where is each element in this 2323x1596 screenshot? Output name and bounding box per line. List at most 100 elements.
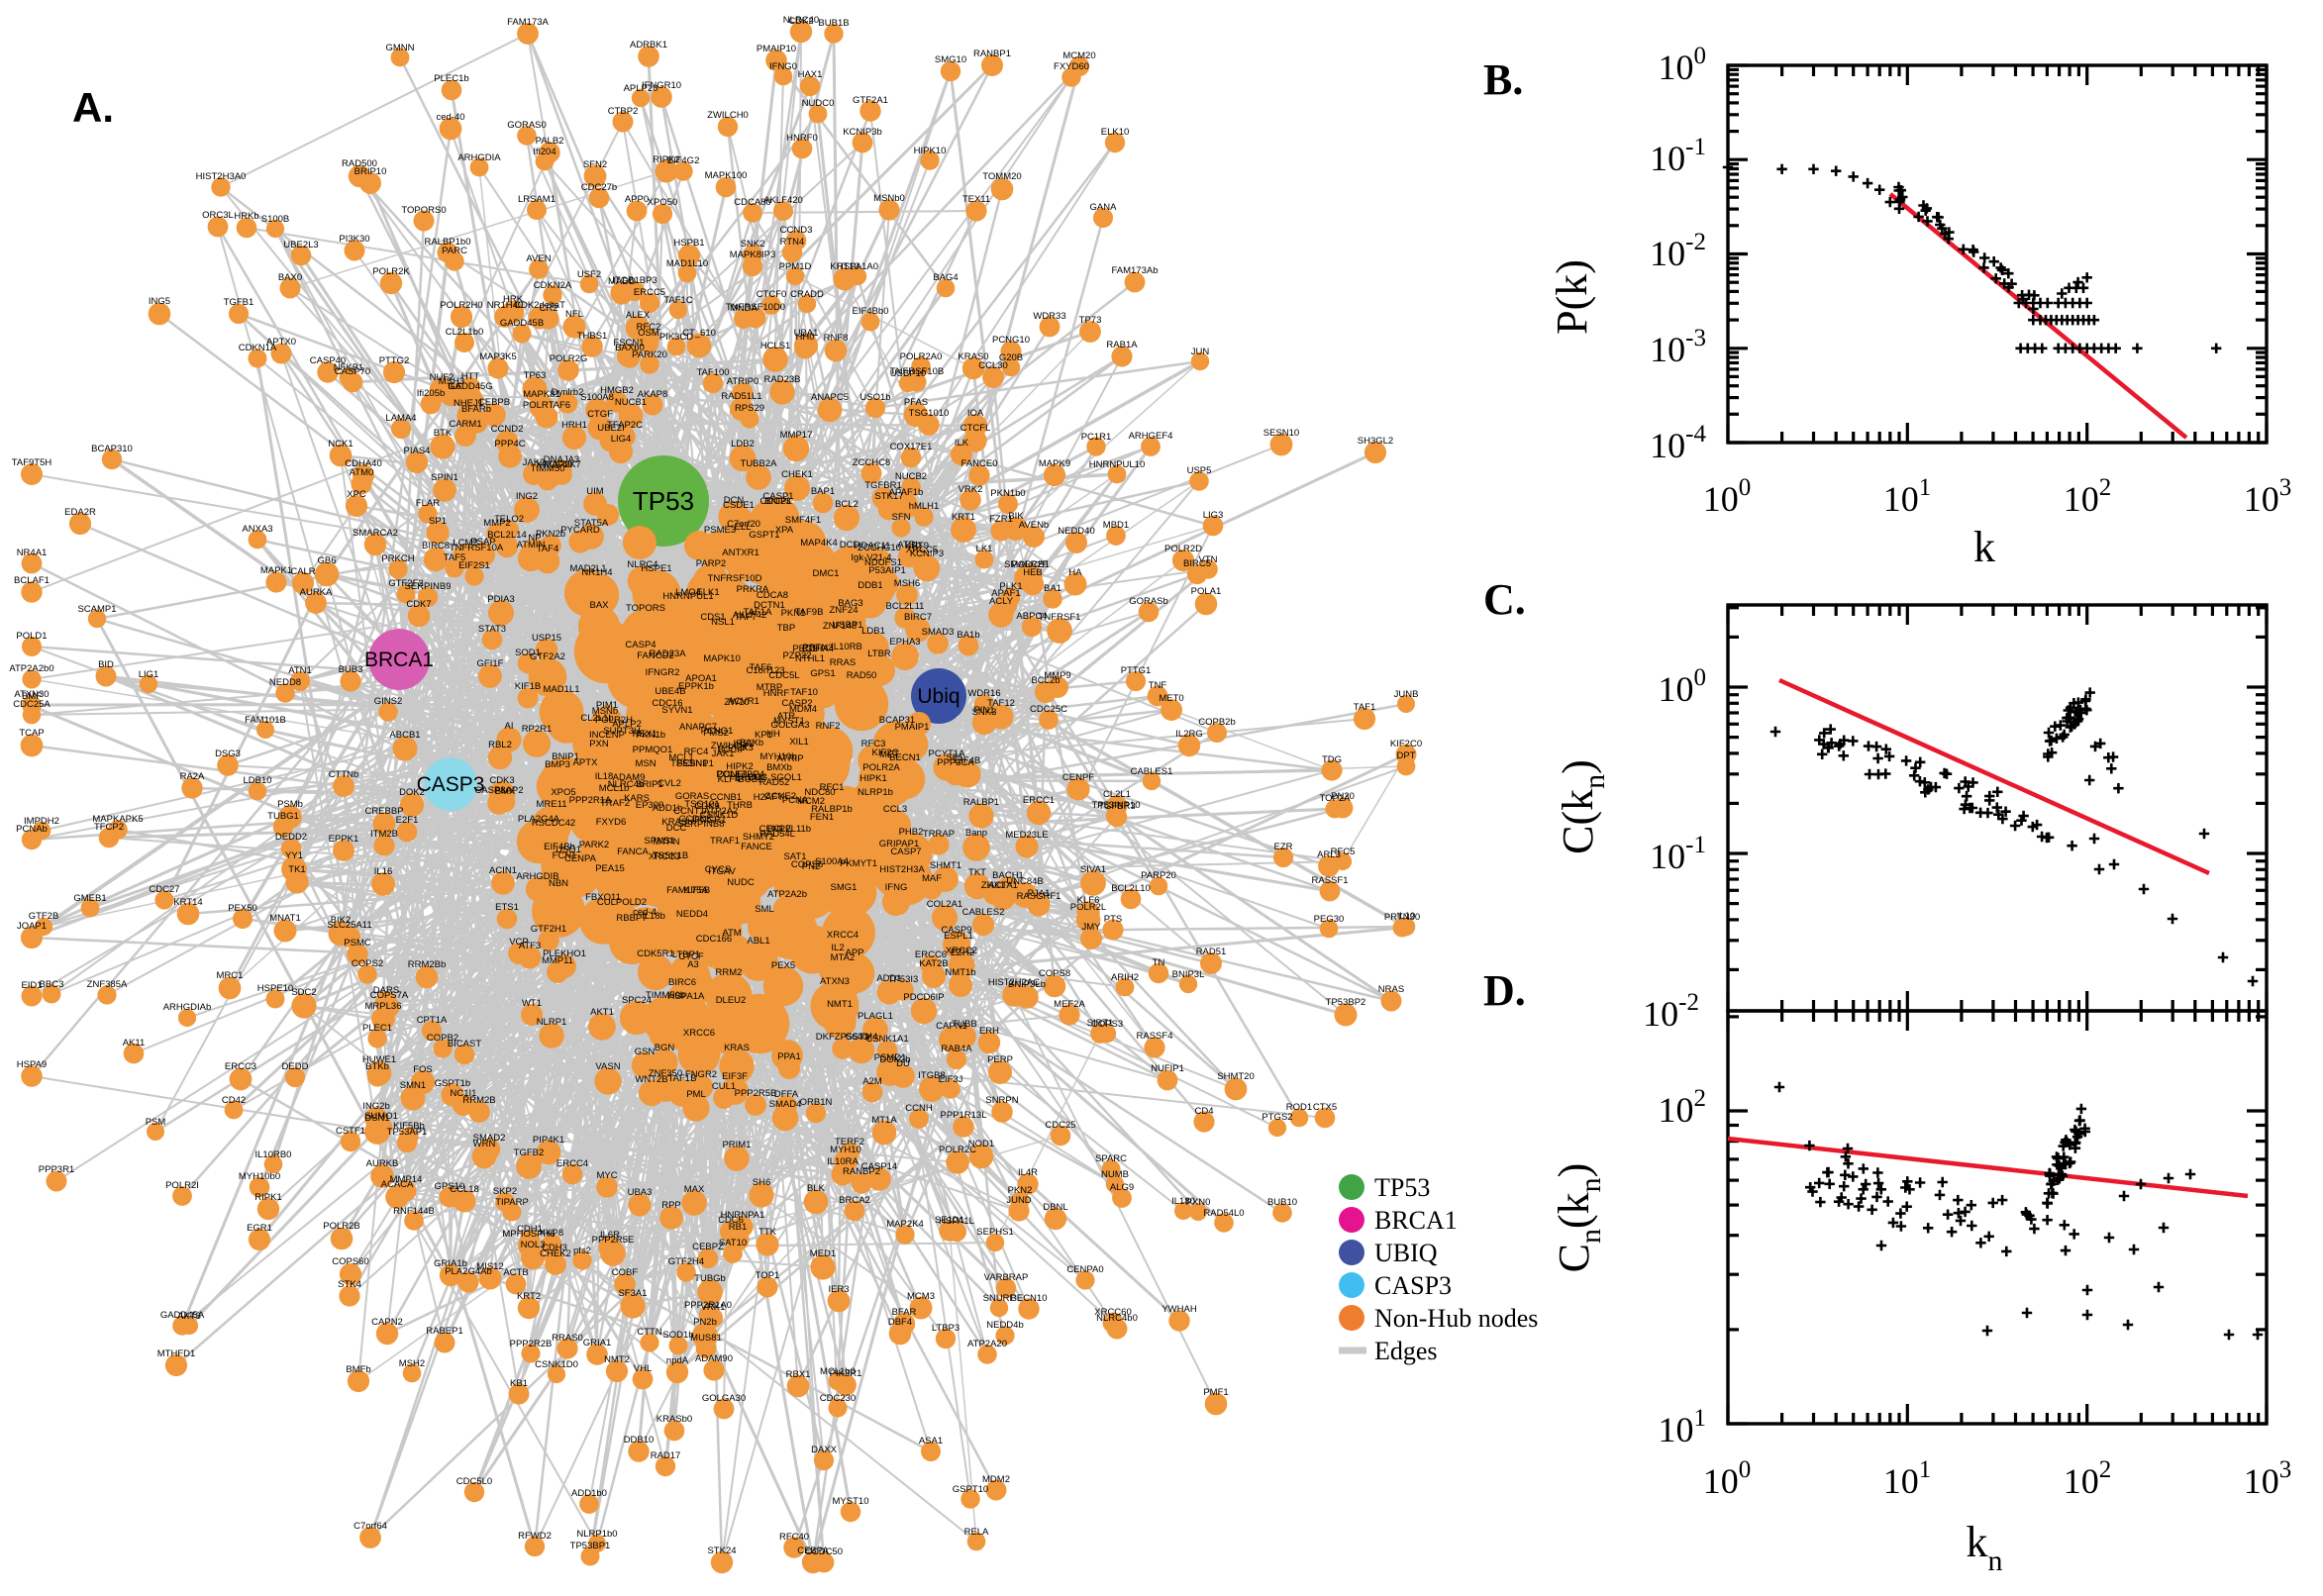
- svg-text:IL16: IL16: [374, 866, 393, 877]
- svg-text:IL10: IL10: [1397, 911, 1416, 922]
- svg-text:NDUFS1: NDUFS1: [864, 557, 902, 568]
- svg-text:NFL: NFL: [565, 309, 583, 320]
- svg-text:HSPA9: HSPA9: [17, 1059, 47, 1070]
- svg-text:A2M: A2M: [862, 1076, 882, 1087]
- svg-text:ATXN30: ATXN30: [14, 689, 49, 700]
- svg-text:KRT10: KRT10: [830, 261, 858, 272]
- svg-text:PN20: PN20: [1331, 791, 1355, 802]
- svg-text:ZCCHC8: ZCCHC8: [853, 457, 891, 468]
- svg-text:TAF12: TAF12: [987, 698, 1015, 709]
- svg-text:HNRF: HNRF: [763, 688, 790, 699]
- svg-text:APP: APP: [845, 948, 863, 958]
- svg-text:ASA1: ASA1: [919, 1436, 943, 1446]
- svg-text:PPP2R5B: PPP2R5B: [735, 1088, 777, 1099]
- svg-text:MAP3K5: MAP3K5: [479, 351, 517, 362]
- svg-text:MAD1L10: MAD1L10: [666, 258, 708, 269]
- svg-text:PEG3: PEG3: [792, 644, 817, 654]
- svg-text:UBA3: UBA3: [628, 1187, 653, 1198]
- svg-text:ING5: ING5: [149, 296, 170, 307]
- svg-text:RB1: RB1: [729, 1222, 747, 1233]
- svg-text:ATP2A2b: ATP2A2b: [767, 889, 807, 900]
- svg-text:BLK: BLK: [807, 1183, 826, 1194]
- svg-text:CCNB1: CCNB1: [710, 792, 742, 803]
- svg-text:WRN: WRN: [473, 1139, 496, 1149]
- svg-text:RANBP2: RANBP2: [843, 1166, 880, 1177]
- svg-text:TFCP2: TFCP2: [94, 822, 124, 833]
- svg-text:CSTF1: CSTF1: [336, 1126, 365, 1137]
- svg-text:FXYD6: FXYD6: [596, 817, 627, 828]
- svg-text:BAG3: BAG3: [838, 598, 862, 609]
- svg-text:GINS2: GINS2: [374, 696, 403, 707]
- svg-text:XPC: XPC: [347, 489, 366, 500]
- svg-text:USF2: USF2: [577, 269, 601, 280]
- svg-text:HSPA1A0: HSPA1A0: [837, 261, 878, 272]
- svg-text:MYST10: MYST10: [833, 1496, 869, 1507]
- svg-text:ORB1N: ORB1N: [800, 1097, 833, 1108]
- svg-text:TP53INP10: TP53INP10: [1091, 800, 1140, 811]
- svg-text:MAP2K7: MAP2K7: [544, 459, 581, 470]
- svg-text:XRCC60: XRCC60: [1094, 1307, 1132, 1318]
- svg-text:HIST2H3A0: HIST2H3A0: [196, 171, 247, 182]
- svg-text:CDK3: CDK3: [489, 775, 514, 786]
- svg-text:ACIN1: ACIN1: [489, 865, 517, 876]
- svg-text:KLF4: KLF4: [718, 774, 741, 785]
- svg-text:WDR16: WDR16: [967, 688, 1000, 699]
- svg-text:NFKB1: NFKB1: [334, 362, 364, 373]
- svg-text:CASP3: CASP3: [417, 773, 485, 796]
- svg-text:EIF3J: EIF3J: [939, 1074, 963, 1085]
- svg-text:HNRNPA1: HNRNPA1: [721, 1210, 765, 1221]
- svg-text:BIK: BIK: [1008, 511, 1024, 522]
- svg-text:FZR1: FZR1: [989, 514, 1013, 525]
- svg-text:MAPK100: MAPK100: [705, 170, 748, 181]
- svg-text:TGFB1: TGFB1: [224, 297, 254, 308]
- svg-text:BID: BID: [98, 659, 114, 670]
- svg-text:SML: SML: [755, 904, 774, 915]
- svg-text:HEB: HEB: [1023, 567, 1043, 578]
- svg-text:FEN1: FEN1: [810, 812, 834, 823]
- svg-text:CDH3: CDH3: [542, 1243, 567, 1253]
- svg-text:BA1: BA1: [1044, 583, 1061, 594]
- svg-text:DCC: DCC: [666, 823, 687, 834]
- svg-text:GANA: GANA: [1090, 202, 1118, 213]
- svg-text:HUWE1: HUWE1: [362, 1054, 396, 1065]
- svg-text:ERCC3: ERCC3: [225, 1061, 256, 1072]
- svg-text:TAF4: TAF4: [537, 544, 559, 554]
- svg-text:D.: D.: [1483, 966, 1526, 1015]
- svg-text:MAX: MAX: [684, 1184, 705, 1195]
- svg-text:CCDC5: CCDC5: [679, 814, 712, 825]
- svg-text:CRADD: CRADD: [790, 289, 824, 300]
- svg-text:IFNGR2: IFNGR2: [646, 667, 680, 678]
- svg-text:ACVR1: ACVR1: [728, 696, 759, 707]
- svg-text:NDC80: NDC80: [804, 787, 835, 798]
- svg-text:EPPK1: EPPK1: [329, 834, 359, 845]
- svg-text:MSH2: MSH2: [399, 1358, 425, 1369]
- svg-text:HIPK1: HIPK1: [859, 773, 886, 784]
- svg-text:DBF4: DBF4: [888, 1317, 912, 1328]
- svg-text:PFAS: PFAS: [904, 397, 928, 408]
- svg-text:CASP40: CASP40: [310, 355, 346, 366]
- svg-text:BGN: BGN: [655, 1043, 675, 1053]
- svg-text:VRK2: VRK2: [959, 484, 983, 495]
- svg-text:FANCE: FANCE: [741, 842, 772, 852]
- svg-text:POLA1: POLA1: [1191, 586, 1222, 597]
- svg-text:UIM: UIM: [586, 486, 604, 497]
- svg-text:MRPL36: MRPL36: [365, 1001, 402, 1012]
- svg-text:ACLY: ACLY: [989, 596, 1014, 607]
- svg-text:GADD45B: GADD45B: [500, 318, 544, 329]
- svg-text:ZWILCH0: ZWILCH0: [707, 110, 749, 121]
- svg-text:ATM0: ATM0: [350, 467, 374, 478]
- svg-text:TSG101: TSG101: [684, 799, 719, 810]
- svg-text:PPP2R1A0: PPP2R1A0: [684, 1300, 732, 1311]
- svg-text:hMLH1: hMLH1: [909, 501, 940, 512]
- svg-text:SERPINB8: SERPINB8: [678, 819, 725, 830]
- svg-text:RNF8: RNF8: [824, 333, 849, 344]
- svg-text:ING2b: ING2b: [362, 1101, 389, 1112]
- svg-text:RFC3: RFC3: [861, 739, 886, 749]
- svg-text:GORAS: GORAS: [675, 791, 709, 802]
- svg-text:BACH1: BACH1: [992, 870, 1024, 881]
- svg-text:NR1H40: NR1H40: [487, 300, 523, 311]
- svg-text:A3: A3: [687, 959, 699, 970]
- svg-text:SCAMP1: SCAMP1: [77, 604, 116, 615]
- svg-text:TDG: TDG: [1322, 754, 1342, 765]
- svg-text:PPP1R13L: PPP1R13L: [940, 1110, 986, 1121]
